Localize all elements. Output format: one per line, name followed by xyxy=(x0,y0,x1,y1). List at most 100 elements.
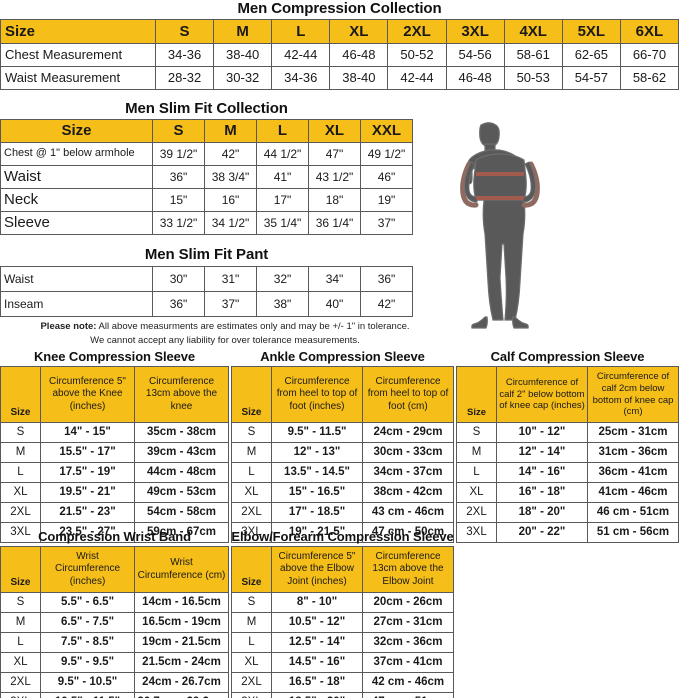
cell: 37" xyxy=(204,291,257,317)
cell: 46-48 xyxy=(329,43,389,67)
cell: 38-40 xyxy=(213,43,273,67)
cell-size: 2XL xyxy=(0,672,41,693)
cell-cm: 51 cm - 56cm xyxy=(587,522,679,543)
cell-inches: 6.5" - 7.5" xyxy=(40,612,135,633)
cell-size: M xyxy=(456,442,497,463)
cell: 41" xyxy=(256,165,309,189)
cell-size: L xyxy=(0,462,41,483)
table-row: 2XL 9.5" - 10.5" 24cm - 26.7cm xyxy=(0,672,229,693)
cell: 66-70 xyxy=(619,43,679,67)
cell-inches: 9.5" - 9.5" xyxy=(40,652,135,673)
cell: 39 1/2" xyxy=(152,142,205,166)
cell-cm: 30cm - 33cm xyxy=(362,442,454,463)
cell-size: XL xyxy=(0,482,41,503)
cell: 46" xyxy=(360,165,413,189)
cell-size: XL xyxy=(0,652,41,673)
cell: 31" xyxy=(204,266,257,292)
cell: 36" xyxy=(152,291,205,317)
cell: 42-44 xyxy=(271,43,331,67)
table-row: XL 15" - 16.5" 38cm - 42cm xyxy=(231,482,454,503)
cell-size: S xyxy=(0,422,41,443)
cell: 58-62 xyxy=(619,66,679,90)
men-slim-fit-pant-table: Waist 30" 31" 32" 34" 36" Inseam 36" 37"… xyxy=(0,266,413,317)
column-header-inches: Circumference 5" above the Elbow Joint (… xyxy=(271,546,363,593)
note-line-1-text: All above measurments are estimates only… xyxy=(96,321,410,332)
cell-size: XL xyxy=(456,482,497,503)
cell-inches: 10.5" - 12" xyxy=(271,612,363,633)
cell-inches: 12.5" - 14" xyxy=(271,632,363,653)
cell-inches: 23.5" - 27" xyxy=(40,522,135,543)
cell-cm: 27cm - 31cm xyxy=(362,612,454,633)
table-row: 3XL 10.5" - 11.5" 26.7cm - 29.2cm xyxy=(0,692,229,698)
table-header-row: Size Circumference 5" above the Knee (in… xyxy=(0,366,229,423)
cell-size: S xyxy=(231,422,272,443)
row-label-chest-measurement: Chest Measurement xyxy=(0,43,156,67)
cell-size: L xyxy=(0,632,41,653)
cell-size: M xyxy=(0,612,41,633)
cell-cm: 59cm - 67cm xyxy=(134,522,229,543)
cell-cm: 21.5cm - 24cm xyxy=(134,652,229,673)
table-row: 3XL 18.5" - 20" 47 cm - 51cm xyxy=(231,692,454,698)
cell: 36" xyxy=(360,266,413,292)
column-header-inches: Wrist Circumference (inches) xyxy=(40,546,135,593)
column-header-3xl: 3XL xyxy=(445,19,505,44)
compression-wrist-band-block: Compression Wrist Band Size Wrist Circum… xyxy=(0,529,229,698)
cell: 50-52 xyxy=(387,43,447,67)
table-row: S 14" - 15" 35cm - 38cm xyxy=(0,422,229,443)
cell-inches: 18.5" - 20" xyxy=(271,692,363,698)
table-row: L 12.5" - 14" 32cm - 36cm xyxy=(231,632,454,653)
column-header-inches: Circumference from heel to top of foot (… xyxy=(271,366,363,423)
cell: 47" xyxy=(308,142,361,166)
cell-cm: 32cm - 36cm xyxy=(362,632,454,653)
column-header-2xl: 2XL xyxy=(387,19,447,44)
table-row: 2XL 17" - 18.5" 43 cm - 46cm xyxy=(231,502,454,523)
cell-size: 3XL xyxy=(0,522,41,543)
cell-cm: 46 cm - 51cm xyxy=(587,502,679,523)
cell: 16" xyxy=(204,188,257,212)
row-label-sleeve: Sleeve xyxy=(0,211,153,235)
column-header-cm: Circumference 13cm above the knee xyxy=(134,366,229,423)
cell-inches: 20" - 22" xyxy=(496,522,588,543)
men-compression-collection-table: Size S M L XL 2XL 3XL 4XL 5XL 6XL Chest … xyxy=(0,19,679,90)
table-row: Inseam 36" 37" 38" 40" 42" xyxy=(0,291,413,317)
cell: 44 1/2" xyxy=(256,142,309,166)
column-header-xl: XL xyxy=(308,119,361,143)
cell-cm: 20cm - 26cm xyxy=(362,592,454,613)
table-row: 2XL 18" - 20" 46 cm - 51cm xyxy=(456,502,679,523)
tolerance-note: Please note: All above measurments are e… xyxy=(0,320,450,349)
table-row: L 13.5" - 14.5" 34cm - 37cm xyxy=(231,462,454,483)
column-header-size: Size xyxy=(0,119,153,143)
cell: 34-36 xyxy=(271,66,331,90)
table-row: 3XL 23.5" - 27" 59cm - 67cm xyxy=(0,522,229,543)
table-header-row: Size S M L XL 2XL 3XL 4XL 5XL 6XL xyxy=(0,19,679,44)
cell-size: 3XL xyxy=(231,692,272,698)
column-header-xl: XL xyxy=(329,19,389,44)
cell: 46-48 xyxy=(445,66,505,90)
cell-inches: 7.5" - 8.5" xyxy=(40,632,135,653)
cell-inches: 16" - 18" xyxy=(496,482,588,503)
table-row: 3XL 20" - 22" 51 cm - 56cm xyxy=(456,522,679,543)
column-header-size: Size xyxy=(0,366,41,423)
table-header-row: Size Circumference of calf 2" below bott… xyxy=(456,366,679,423)
cell-cm: 39cm - 43cm xyxy=(134,442,229,463)
cell-inches: 12" - 14" xyxy=(496,442,588,463)
table-row: S 8" - 10" 20cm - 26cm xyxy=(231,592,454,613)
cell-size: XL xyxy=(231,652,272,673)
cell-inches: 18" - 20" xyxy=(496,502,588,523)
cell-cm: 47 cm - 51cm xyxy=(362,692,454,698)
calf-compression-sleeve-block: Calf Compression Sleeve Size Circumferen… xyxy=(456,349,679,543)
cell-inches: 12" - 13" xyxy=(271,442,363,463)
table-row: Chest @ 1" below armhole 39 1/2" 42" 44 … xyxy=(0,142,413,166)
ankle-compression-sleeve-title: Ankle Compression Sleeve xyxy=(260,349,425,364)
cell-cm: 42 cm - 46cm xyxy=(362,672,454,693)
cell-size: L xyxy=(231,632,272,653)
cell-cm: 24cm - 29cm xyxy=(362,422,454,443)
cell-inches: 17" - 18.5" xyxy=(271,502,363,523)
cell-cm: 41cm - 46cm xyxy=(587,482,679,503)
column-header-6xl: 6XL xyxy=(619,19,679,44)
cell: 30-32 xyxy=(213,66,273,90)
cell-size: 2XL xyxy=(0,502,41,523)
table-row: XL 16" - 18" 41cm - 46cm xyxy=(456,482,679,503)
column-header-l: L xyxy=(271,19,331,44)
cell-inches: 14" - 15" xyxy=(40,422,135,443)
